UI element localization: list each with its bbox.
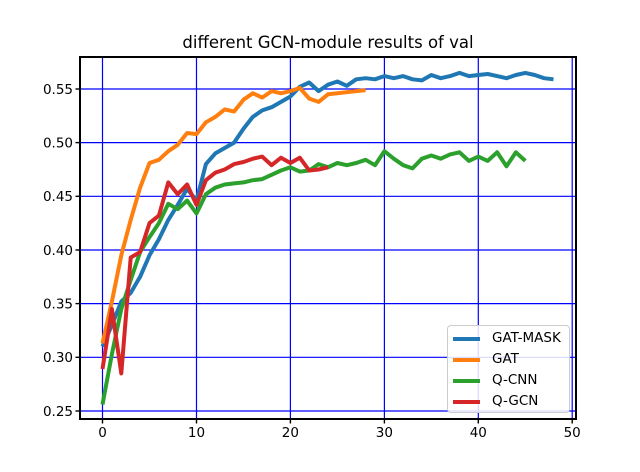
x-tick-label: 50 (564, 425, 581, 441)
series-line-gat (100, 85, 366, 344)
series-line-q-cnn (100, 149, 527, 405)
legend-item-gat: GAT (453, 349, 569, 370)
legend-item-gat-mask: GAT-MASK (453, 328, 569, 349)
x-tick-label: 40 (470, 425, 487, 441)
legend-swatch-q-cnn (453, 378, 480, 383)
y-tick-label: 0.55 (43, 82, 73, 98)
legend-label-q-gcn: Q-GCN (492, 392, 539, 409)
legend-label-gat-mask: GAT-MASK (492, 329, 561, 346)
series-line-q-gcn (100, 154, 329, 376)
legend-swatch-gat-mask (453, 336, 480, 341)
y-tick-label: 0.30 (43, 350, 73, 366)
legend: GAT-MASK GAT Q-CNN Q-GCN (447, 325, 570, 413)
x-tick-label: 0 (98, 425, 107, 441)
legend-swatch-q-gcn (453, 399, 480, 404)
legend-swatch-gat (453, 357, 480, 362)
x-tick-label: 30 (376, 425, 393, 441)
y-tick-label: 0.45 (43, 189, 73, 205)
legend-label-gat: GAT (492, 350, 519, 367)
legend-item-q-gcn: Q-GCN (453, 391, 569, 412)
x-tick-label: 20 (282, 425, 299, 441)
legend-item-q-cnn: Q-CNN (453, 370, 569, 391)
legend-label-q-cnn: Q-CNN (492, 371, 538, 388)
y-tick-label: 0.50 (43, 135, 73, 151)
series-line-gat-mask (100, 70, 554, 348)
axes-frame (79, 56, 577, 420)
x-tick-label: 10 (188, 425, 205, 441)
chart-title: different GCN-module results of val (182, 33, 474, 52)
y-tick-label: 0.40 (43, 243, 73, 259)
y-tick-label: 0.25 (43, 404, 73, 420)
y-tick-label: 0.35 (43, 296, 73, 312)
